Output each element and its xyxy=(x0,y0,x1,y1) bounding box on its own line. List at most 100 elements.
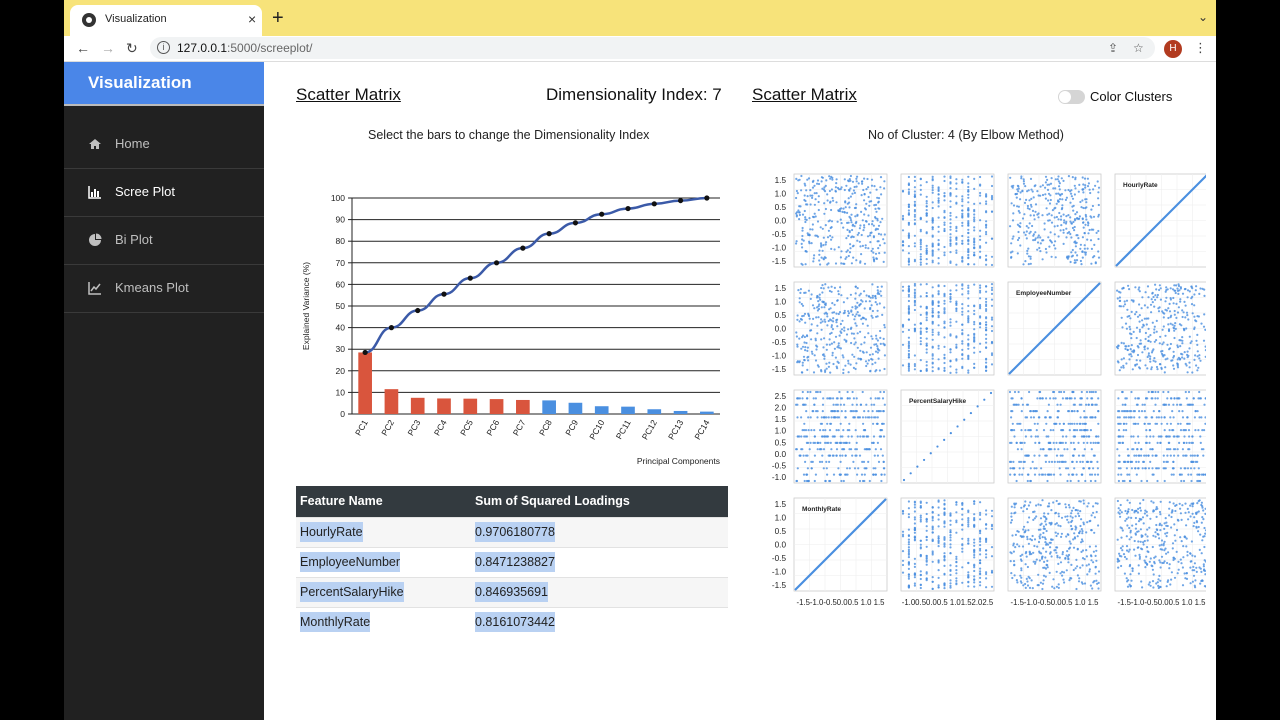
scatter-point xyxy=(804,346,807,349)
scatter-point xyxy=(1073,184,1076,187)
bookmark-star-icon[interactable]: ☆ xyxy=(1133,41,1144,55)
bar-pc4[interactable] xyxy=(437,398,451,414)
scatter-point xyxy=(876,196,879,199)
scatter-point xyxy=(949,333,952,336)
scatter-point xyxy=(931,251,934,254)
scatter-point xyxy=(1011,422,1014,425)
bar-pc1[interactable] xyxy=(358,352,372,414)
scatter-point xyxy=(955,531,958,534)
brand-header[interactable]: Visualization xyxy=(64,62,264,104)
bar-pc3[interactable] xyxy=(410,397,425,414)
scatter-point xyxy=(874,448,877,451)
scatter-point xyxy=(1160,435,1163,438)
forward-button[interactable]: → xyxy=(101,40,115,56)
scatter-point xyxy=(1155,330,1158,333)
scatter-point xyxy=(1158,284,1161,287)
scatter-point xyxy=(846,221,849,224)
scatter-point xyxy=(1189,566,1192,569)
scatter-point xyxy=(817,208,820,212)
sidebar-item-kmeans-plot[interactable]: Kmeans Plot xyxy=(64,265,264,313)
scatter-point xyxy=(1134,397,1137,400)
bar-pc10[interactable] xyxy=(594,406,609,414)
scatter-point xyxy=(800,242,803,245)
scatter-point xyxy=(870,304,873,307)
scatter-point xyxy=(1125,422,1128,425)
browser-menu-icon[interactable]: ⋮ xyxy=(1194,40,1207,55)
site-info-icon[interactable]: i xyxy=(157,41,170,54)
scatter-point xyxy=(1202,565,1205,568)
bar-pc12[interactable] xyxy=(647,409,662,414)
scatter-point xyxy=(844,410,847,413)
color-clusters-toggle[interactable] xyxy=(1058,90,1085,104)
scatter-point xyxy=(831,328,834,331)
scatter-point xyxy=(949,351,952,354)
scatter-point xyxy=(1041,582,1045,585)
scatter-point xyxy=(919,216,922,219)
scatter-point xyxy=(1020,397,1023,400)
new-tab-button[interactable]: + xyxy=(272,7,284,29)
scatter-point xyxy=(1081,557,1085,560)
bar-pc11[interactable] xyxy=(621,406,635,414)
scatter-point xyxy=(1135,523,1138,526)
bar-pc2[interactable] xyxy=(384,389,399,414)
browser-tab[interactable]: Visualization × xyxy=(70,5,262,36)
scatter-point xyxy=(811,186,815,189)
scatter-point xyxy=(1071,516,1074,519)
scatter-point xyxy=(1015,441,1018,444)
scatter-point xyxy=(824,479,827,483)
scatter-point xyxy=(1169,322,1172,325)
bar-pc13[interactable] xyxy=(673,410,688,414)
scatter-point xyxy=(1134,516,1137,520)
reload-button[interactable]: ↻ xyxy=(126,40,138,56)
cumulative-point-pc6 xyxy=(493,260,500,266)
scatter-point xyxy=(943,299,946,302)
scatter-point xyxy=(985,337,988,340)
scatter-point xyxy=(907,577,910,580)
bar-pc8[interactable] xyxy=(542,400,556,414)
scatter-point xyxy=(1072,441,1075,444)
scatter-point xyxy=(1072,538,1075,541)
bar-pc9[interactable] xyxy=(568,402,583,414)
share-icon[interactable]: ⇪ xyxy=(1108,41,1119,55)
scatter-point xyxy=(907,182,910,185)
scatter-point xyxy=(961,333,964,336)
scatter-point xyxy=(827,416,830,419)
scatter-point xyxy=(867,332,870,335)
scatter-point xyxy=(1180,540,1183,543)
scatter-point xyxy=(1179,357,1182,360)
scatter-point xyxy=(1026,252,1029,255)
scatter-point xyxy=(967,232,970,235)
address-bar[interactable]: i 127.0.0.1:5000/screeplot/ ⇪ ☆ xyxy=(150,37,1155,59)
scatter-point xyxy=(1180,562,1183,565)
scatter-point xyxy=(1067,175,1070,178)
scatter-point xyxy=(1039,397,1042,400)
bar-pc6[interactable] xyxy=(489,399,504,414)
scatter-point xyxy=(919,336,922,340)
bar-pc14[interactable] xyxy=(700,411,714,414)
back-button[interactable]: ← xyxy=(76,40,90,56)
scatter-point xyxy=(819,298,822,301)
scatter-point xyxy=(876,219,879,222)
tab-search-chevron-icon[interactable]: ⌄ xyxy=(1197,10,1208,24)
close-tab-icon[interactable]: × xyxy=(248,11,257,27)
scatter-point xyxy=(1126,499,1129,502)
scatter-point xyxy=(1176,287,1179,290)
scatter-cell-monthlyrate-employeenumber xyxy=(900,497,995,592)
scatter-point xyxy=(1086,573,1089,576)
scatter-point xyxy=(1172,356,1175,359)
scatter-point xyxy=(854,367,857,371)
scatter-point xyxy=(1198,357,1201,360)
bar-pc5[interactable] xyxy=(463,398,478,414)
bar-pc7[interactable] xyxy=(516,399,530,414)
sidebar-item-bi-plot[interactable]: Bi Plot xyxy=(64,217,264,265)
scatter-point xyxy=(1155,454,1158,457)
scatter-point xyxy=(1080,435,1083,438)
scatter-point xyxy=(856,306,859,309)
sidebar-item-scree-plot[interactable]: Scree Plot xyxy=(64,169,264,217)
scatter-point xyxy=(1071,205,1074,208)
profile-avatar[interactable]: H xyxy=(1164,40,1182,58)
sidebar-item-home[interactable]: Home xyxy=(64,121,264,169)
scatter-point xyxy=(820,245,823,248)
scatter-point xyxy=(1037,194,1040,197)
brand-divider xyxy=(64,104,264,106)
